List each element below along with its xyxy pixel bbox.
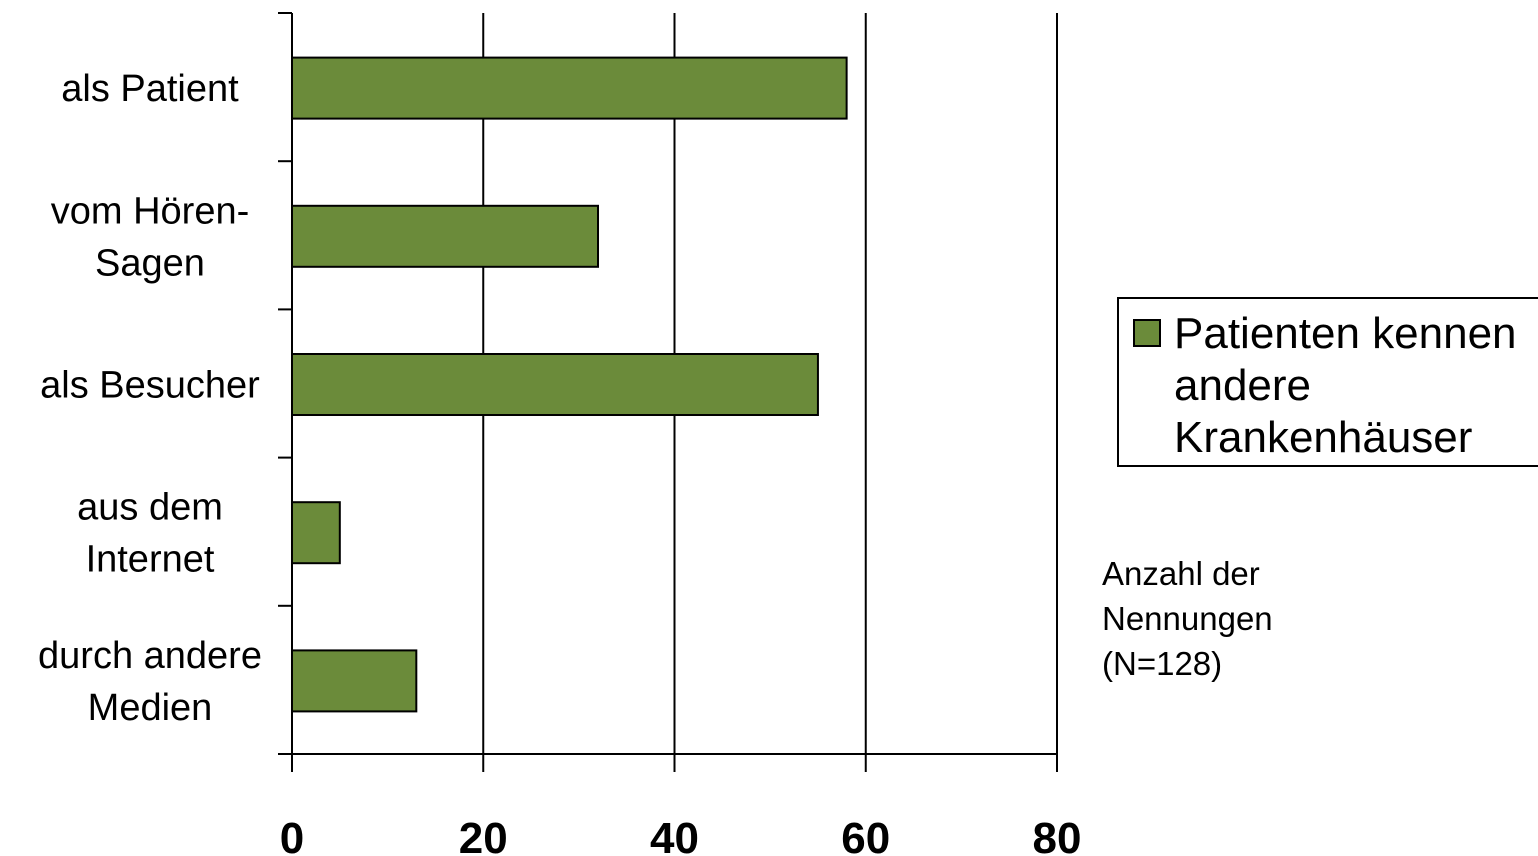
- x-tick-labels: 0 20 40 60 80: [280, 814, 1082, 856]
- bars: [291, 56, 848, 713]
- category-label: als Besucher: [40, 365, 260, 407]
- legend-label-line: andere: [1174, 361, 1311, 410]
- bar: [291, 204, 599, 268]
- x-tick-label: 20: [459, 814, 508, 856]
- category-label: aus dem Internet: [77, 487, 223, 581]
- category-label-line: aus dem: [77, 487, 223, 529]
- x-tick-label: 80: [1033, 814, 1082, 856]
- bar: [291, 353, 819, 416]
- bar: [291, 649, 418, 713]
- x-tick-label: 40: [650, 814, 699, 856]
- annotation-text: Anzahl der Nennungen (N=128): [1102, 555, 1273, 682]
- annotation-line: Anzahl der: [1102, 555, 1260, 592]
- category-label-line: Medien: [88, 687, 213, 729]
- annotation-note: Anzahl der Nennungen (N=128): [1102, 555, 1273, 682]
- annotation-line: Nennungen: [1102, 600, 1273, 637]
- category-label-line: Internet: [86, 539, 215, 581]
- category-label-line: Sagen: [95, 242, 205, 284]
- legend-label: Patienten kennen andere Krankenhäuser: [1174, 309, 1517, 462]
- category-label-line: als Patient: [61, 68, 239, 110]
- category-label-line: durch andere: [38, 635, 262, 677]
- category-label-line: vom Hören-: [51, 190, 250, 232]
- category-label-line: als Besucher: [40, 365, 260, 407]
- legend-swatch: [1133, 319, 1161, 347]
- category-label: durch andere Medien: [38, 635, 262, 729]
- category-labels: als Patient vom Hören- Sagen als Besucher au…: [38, 68, 262, 729]
- bar: [291, 501, 341, 565]
- x-tick-label: 60: [841, 814, 890, 856]
- legend-box: [1117, 297, 1538, 467]
- legend-label-line: Krankenhäuser: [1174, 413, 1472, 462]
- annotation-line: (N=128): [1102, 645, 1222, 682]
- legend: Patienten kennen andere Krankenhäuser: [1117, 297, 1538, 467]
- axes: [278, 12, 1058, 772]
- bar: [291, 56, 848, 120]
- legend-label-line: Patienten kennen: [1174, 309, 1517, 358]
- x-tick-label: 0: [280, 814, 304, 856]
- category-label: vom Hören- Sagen: [51, 190, 250, 284]
- category-label: als Patient: [61, 68, 239, 110]
